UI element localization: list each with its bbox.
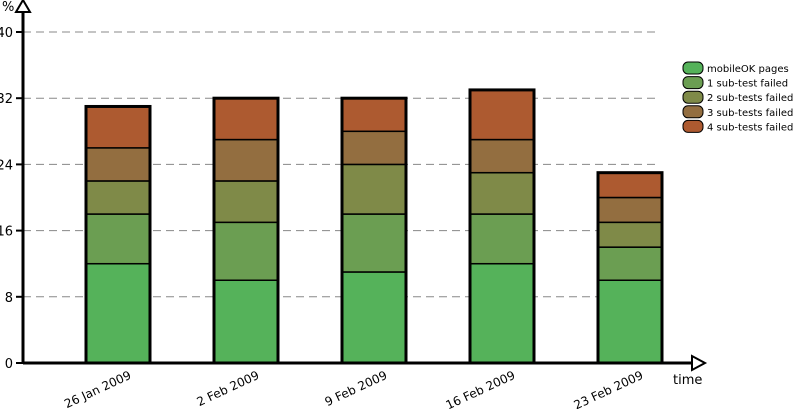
legend: mobileOK pages 1 sub-test failed 2 sub-tes… <box>682 61 793 133</box>
bar-segment <box>85 147 151 182</box>
x-tick-label: 23 Feb 2009 <box>572 368 646 409</box>
y-tick-labels: 0 8 16 24 32 40 <box>0 26 23 372</box>
bar-segment <box>469 89 535 141</box>
legend-swatch <box>682 76 704 90</box>
x-tick-label: 16 Feb 2009 <box>444 368 518 409</box>
bar-segment <box>597 221 663 248</box>
legend-label: 2 sub-tests failed <box>707 93 793 104</box>
bar-stack <box>340 96 408 365</box>
bar-segment <box>85 262 151 364</box>
bar-segment <box>341 271 407 364</box>
bar-segment <box>341 213 407 273</box>
x-axis-arrow <box>691 354 708 372</box>
x-tick-label: 2 Feb 2009 <box>195 368 262 409</box>
bar-stack <box>596 171 664 365</box>
legend-item: 2 sub-tests failed <box>682 90 793 104</box>
bar-segment <box>469 213 535 265</box>
bar-segment <box>213 138 279 182</box>
x-tick-labels: 26 Jan 2009 2 Feb 2009 9 Feb 2009 16 Feb 20… <box>62 368 645 409</box>
bar-segment <box>213 180 279 224</box>
legend-label: mobileOK pages <box>707 64 789 75</box>
bar-segment <box>213 97 279 141</box>
bar-segment <box>597 279 663 364</box>
legend-item: 3 sub-tests failed <box>682 105 793 119</box>
legend-label: 1 sub-test failed <box>707 79 788 90</box>
x-tick-label: 9 Feb 2009 <box>323 368 390 409</box>
bar-segment <box>341 130 407 166</box>
legend-item: 4 sub-tests failed <box>682 119 793 133</box>
bar-segment <box>213 221 279 281</box>
x-tick-label: 26 Jan 2009 <box>62 368 133 409</box>
bar-segment <box>469 171 535 215</box>
bar-segment <box>85 105 151 149</box>
bar-segment <box>213 279 279 364</box>
bar-segment <box>341 97 407 133</box>
y-axis-arrow <box>14 0 32 13</box>
legend-swatch <box>682 119 704 133</box>
bar-segment <box>597 171 663 199</box>
y-tick-label: 40 <box>0 26 13 41</box>
y-axis-title: % <box>2 0 14 15</box>
y-tick-label: 16 <box>0 225 13 240</box>
legend-swatch <box>682 105 704 119</box>
bar-segment <box>85 213 151 265</box>
bar-segment <box>341 163 407 215</box>
bar-segment <box>469 262 535 364</box>
bar-stack <box>84 104 152 365</box>
bars <box>84 88 664 365</box>
bar-segment <box>469 138 535 174</box>
legend-swatch <box>682 90 704 104</box>
legend-item: 1 sub-test failed <box>682 76 788 90</box>
axes: % time <box>2 0 708 388</box>
x-axis-title: time <box>673 373 702 388</box>
legend-label: 4 sub-tests failed <box>707 122 793 133</box>
legend-item: mobileOK pages <box>682 61 789 75</box>
bar-stack <box>212 96 280 365</box>
bar-segment <box>597 196 663 224</box>
bar-stack <box>468 88 536 365</box>
y-tick-label: 0 <box>5 357 13 372</box>
y-tick-label: 24 <box>0 158 13 173</box>
legend-label: 3 sub-tests failed <box>707 108 793 119</box>
y-tick-label: 8 <box>5 291 13 306</box>
bar-segment <box>597 246 663 281</box>
bar-segment <box>85 180 151 215</box>
legend-swatch <box>682 61 704 75</box>
y-tick-label: 32 <box>0 92 13 107</box>
